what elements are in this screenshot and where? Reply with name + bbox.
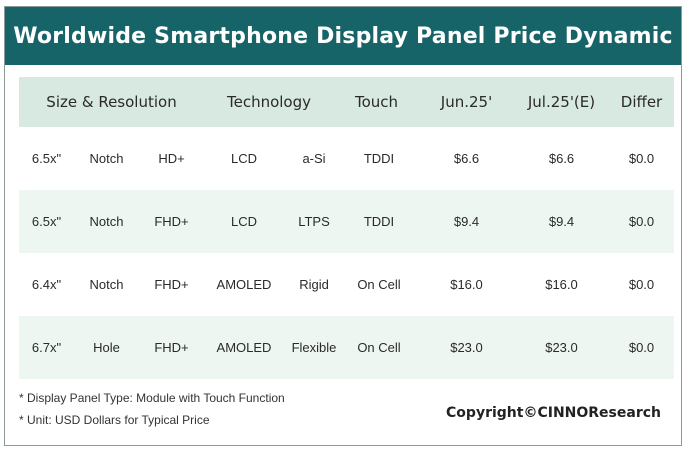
cell-substrate: Flexible: [291, 340, 337, 355]
cell-panel: LCD: [230, 151, 257, 166]
cell-jul: $23.0: [545, 340, 578, 355]
cell-differ: $0.0: [628, 214, 655, 229]
cell-jun: $9.4: [453, 214, 480, 229]
copyright-label: Copyright©CINNOResearch: [446, 405, 661, 421]
cell-touch: TDDI: [363, 214, 395, 229]
cell-jul: $16.0: [545, 277, 578, 292]
table-row: 6.5x" Notch FHD+ LCD LTPS TDDI $9.4 $9.4…: [19, 190, 674, 253]
cell-form: Hole: [93, 340, 120, 355]
cell-touch: On Cell: [357, 340, 401, 355]
cell-differ: $0.0: [628, 151, 655, 166]
header-size-resolution: Size & Resolution: [46, 93, 177, 111]
cell-form: Notch: [89, 277, 124, 292]
cell-form: Notch: [89, 214, 124, 229]
cell-differ: $0.0: [628, 277, 655, 292]
page-title: Worldwide Smartphone Display Panel Price…: [13, 23, 673, 49]
table-row: 6.4x" Notch FHD+ AMOLED Rigid On Cell $1…: [19, 253, 674, 316]
cell-jun: $6.6: [453, 151, 480, 166]
cell-resolution: HD+: [158, 151, 185, 166]
header-jun: Jun.25': [440, 93, 493, 111]
cell-substrate: LTPS: [298, 214, 330, 229]
footnote-unit: * Unit: USD Dollars for Typical Price: [19, 413, 210, 427]
cell-size: 6.5x": [31, 151, 62, 166]
table-header-row: Size & Resolution Technology Touch Jun.2…: [19, 77, 674, 127]
header-jul: Jul.25'(E): [527, 93, 596, 111]
cell-resolution: FHD+: [154, 340, 189, 355]
table-row: 6.5x" Notch HD+ LCD a-Si TDDI $6.6 $6.6 …: [19, 127, 674, 190]
cell-touch: On Cell: [357, 277, 401, 292]
cell-size: 6.5x": [31, 214, 62, 229]
title-bar: Worldwide Smartphone Display Panel Price…: [5, 7, 681, 65]
cell-size: 6.7x": [31, 340, 62, 355]
header-technology: Technology: [226, 93, 312, 111]
cell-jun: $16.0: [450, 277, 483, 292]
cell-form: Notch: [89, 151, 124, 166]
price-table-card: Worldwide Smartphone Display Panel Price…: [4, 6, 682, 446]
cell-jul: $6.6: [548, 151, 575, 166]
cell-differ: $0.0: [628, 340, 655, 355]
cell-size: 6.4x": [31, 277, 62, 292]
cell-substrate: a-Si: [302, 151, 326, 166]
cell-jul: $9.4: [548, 214, 575, 229]
header-touch: Touch: [354, 93, 399, 111]
cell-panel: AMOLED: [216, 340, 272, 355]
cell-panel: AMOLED: [216, 277, 272, 292]
cell-resolution: FHD+: [154, 214, 189, 229]
table-row: 6.7x" Hole FHD+ AMOLED Flexible On Cell …: [19, 316, 674, 379]
cell-substrate: Rigid: [299, 277, 329, 292]
cell-jun: $23.0: [450, 340, 483, 355]
cell-resolution: FHD+: [154, 277, 189, 292]
footnote-panel-type: * Display Panel Type: Module with Touch …: [19, 391, 285, 405]
header-differ: Differ: [620, 93, 663, 111]
cell-touch: TDDI: [363, 151, 395, 166]
cell-panel: LCD: [230, 214, 257, 229]
